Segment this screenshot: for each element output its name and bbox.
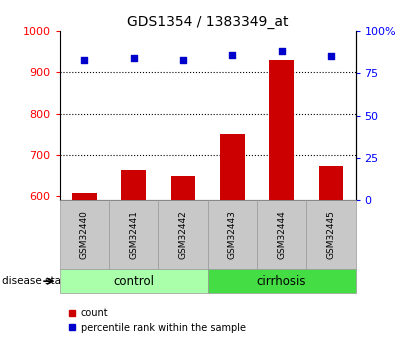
Legend: count, percentile rank within the sample: count, percentile rank within the sample [65,304,250,337]
Bar [72,193,97,200]
Text: GSM32440: GSM32440 [80,210,89,259]
Title: GDS1354 / 1383349_at: GDS1354 / 1383349_at [127,14,288,29]
Text: GSM32442: GSM32442 [178,210,187,259]
Text: cirrhosis: cirrhosis [257,275,306,288]
Bar [319,166,343,200]
Text: GSM32444: GSM32444 [277,210,286,259]
Bar [269,60,294,200]
Text: GSM32445: GSM32445 [326,210,335,259]
Point [229,52,236,58]
Point [130,55,137,61]
Point [180,57,186,62]
Text: control: control [113,275,154,288]
Text: GSM32443: GSM32443 [228,210,237,259]
Text: GSM32441: GSM32441 [129,210,138,259]
Point [81,57,88,62]
Bar [171,176,195,200]
Text: disease state: disease state [2,276,72,286]
Bar [220,134,245,200]
Bar [121,170,146,200]
Point [328,54,334,59]
Point [278,49,285,54]
